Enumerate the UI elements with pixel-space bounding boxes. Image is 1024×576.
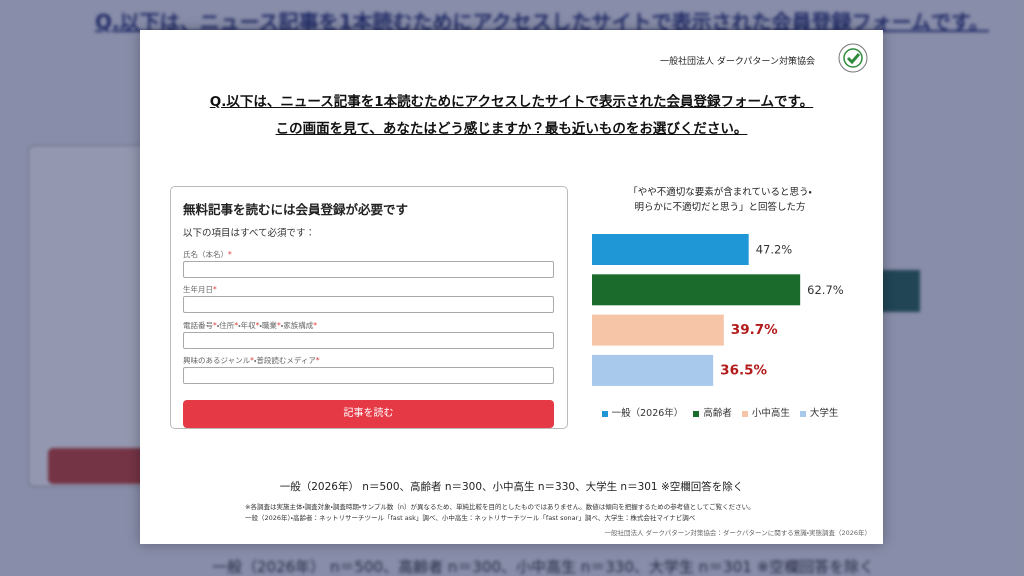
legend-item: 小中高生	[741, 405, 790, 419]
legend-label: 高齢者	[703, 408, 732, 419]
question-line: Q.以下は、ニュース記事を1本読むためにアクセスしたサイトで表示された会員登録フ…	[209, 94, 814, 110]
sample-note: 一般（2026年） n＝500、高齢者 n＝300、小中高生 n＝330、大学生…	[279, 481, 744, 493]
question-line: この画面を見て、あなたはどう感じますか？最も近いものをお選びください。	[275, 121, 748, 137]
badge	[838, 43, 868, 73]
form-mockup: 無料記事を読むには会員登録が必要です 以下の項目はすべて必須です： 氏名（本名）…	[170, 186, 568, 429]
legend-label: 大学生	[809, 408, 839, 419]
input	[183, 296, 554, 313]
legend-label: 一般（2026年）	[611, 408, 684, 419]
form-note: 以下の項目はすべて必須です：	[183, 228, 315, 239]
bar	[592, 354, 714, 386]
bar	[592, 314, 724, 346]
input	[183, 261, 554, 278]
legend-swatch	[799, 410, 806, 417]
value-label: 47.2%	[756, 243, 793, 257]
value-label: 39.7%	[731, 322, 778, 338]
legend-swatch	[693, 410, 700, 417]
field-label: 電話番号*・住所*・年収*・職業*・家族構成*	[183, 321, 317, 330]
legend-item: 大学生	[799, 405, 839, 419]
legend-item: 一般（2026年）	[601, 405, 684, 419]
legend-swatch	[741, 410, 748, 417]
form-heading: 無料記事を読むには会員登録が必要です	[183, 202, 409, 217]
chart-title: 明らかに不適切だと思う」と回答した方	[634, 202, 806, 213]
org-name: 一般社団法人 ダークパターン対策協会	[660, 57, 815, 67]
legend: 一般（2026年） 高齢者 小中高生 大学生	[580, 405, 860, 419]
bar	[592, 234, 749, 265]
legend-item: 高齢者	[693, 405, 732, 419]
field-label: 氏名（本名）*	[183, 250, 232, 259]
field-label: 興味のあるジャンル*・普段読むメディア*	[183, 356, 320, 365]
chart-title: 「やや不適切な要素が含まれていると思う・	[628, 187, 812, 198]
value-label: 36.5%	[720, 362, 767, 378]
field-label: 生年月日*	[183, 285, 217, 294]
source: 一般社団法人 ダークパターン対策協会：ダークパターンに関する意識・実態調査（20…	[604, 529, 871, 537]
footnote: ※各調査は実施主体・調査対象・調査時期・サンプル数（n）が異なるため、単純比較を…	[245, 503, 755, 511]
bar	[592, 274, 801, 306]
footnote: 一般（2026年）・高齢者：ネットリサーチツール「fast ask」調べ、小中高…	[245, 514, 696, 522]
input	[183, 367, 554, 384]
legend-swatch	[601, 410, 608, 417]
read-button: 記事を読む	[183, 400, 554, 428]
slide-card: 一般社団法人 ダークパターン対策協会 Q.以下は、ニュース記事を1本読むためにア…	[140, 30, 883, 544]
legend-label: 小中高生	[751, 408, 790, 419]
bar-chart: 47.2% 62.7% 39.7% 36.5%	[592, 234, 844, 386]
value-label: 62.7%	[807, 283, 844, 297]
input	[183, 332, 554, 349]
